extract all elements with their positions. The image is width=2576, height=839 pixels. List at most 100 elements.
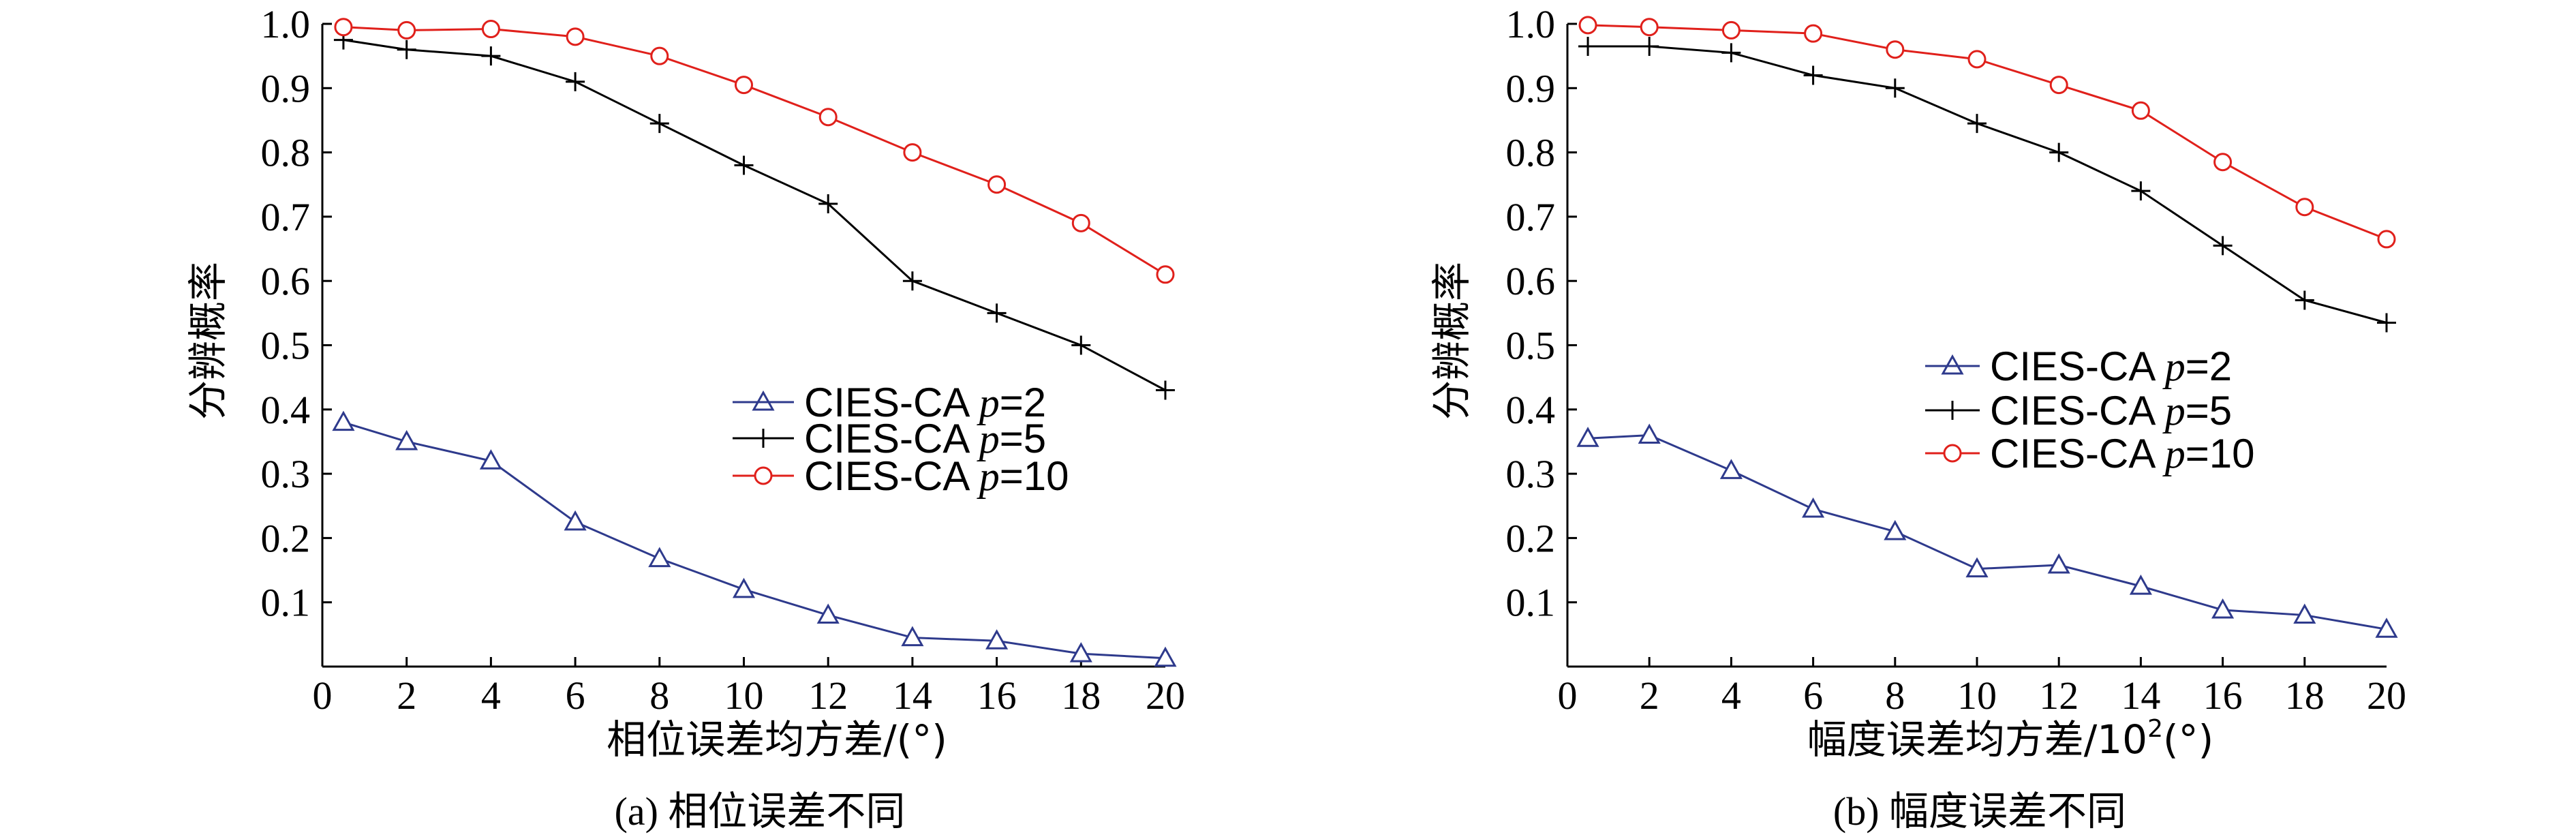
data-point-circle — [1886, 40, 1905, 59]
data-point-triangle — [816, 603, 840, 624]
data-point-triangle — [648, 547, 671, 568]
data-point-plus — [1803, 65, 1823, 85]
data-point-triangle — [332, 410, 355, 431]
data-point-circle — [1640, 18, 1659, 37]
legend-entry-p2: CIES-CA p=2 — [1925, 344, 2232, 389]
data-point-plus — [1967, 114, 1987, 134]
x-tick-label: 20 — [2367, 673, 2406, 718]
data-point-triangle — [901, 626, 924, 647]
data-point-triangle — [395, 429, 418, 451]
y-tick-labels: 0.1 0.2 0.3 0.4 0.5 0.6 0.7 0.8 0.9 1.0 — [261, 2, 332, 625]
legend-label-var: p — [977, 416, 1000, 461]
data-point-circle — [1721, 20, 1741, 40]
y-tick-label: 0.9 — [261, 66, 311, 110]
data-point-circle — [397, 20, 416, 40]
data-point-plus — [902, 271, 922, 291]
x-axis-label-main: 幅度误差均方差/10 — [1807, 716, 2147, 763]
data-point-plus — [397, 40, 416, 59]
data-point-plus — [2131, 181, 2151, 201]
legend-marker-circle — [1943, 444, 1962, 463]
data-point-triangle — [564, 510, 587, 531]
data-point-plus — [2377, 313, 2396, 333]
data-point-plus — [734, 155, 754, 175]
x-tick-label: 10 — [1957, 673, 1997, 718]
data-point-triangle — [1638, 423, 1661, 444]
legend-label-prefix: CIES-CA — [1990, 344, 2165, 389]
x-tick-label: 12 — [808, 673, 848, 718]
legend: CIES-CA p=2 CIES-CA p=5 CIES-CA p=10 — [1925, 344, 2255, 476]
legend-label-suffix: =2 — [2186, 344, 2232, 389]
data-point-triangle — [2293, 603, 2316, 624]
y-tick-label: 0.7 — [261, 195, 311, 239]
data-point-plus — [987, 303, 1007, 323]
legend-label-suffix: =2 — [1000, 380, 1046, 425]
x-tick-label: 8 — [1885, 673, 1905, 718]
x-tick-label: 20 — [1146, 673, 1185, 718]
x-tick-label: 0 — [1558, 673, 1578, 718]
data-point-circle — [1156, 265, 1175, 284]
legend-label-prefix: CIES-CA — [804, 453, 979, 499]
data-point-plus — [1721, 43, 1741, 63]
data-point-plus — [2295, 290, 2314, 310]
data-point-plus — [1885, 78, 1905, 98]
data-point-triangle — [1069, 642, 1092, 662]
y-tick-label: 0.1 — [261, 581, 311, 625]
data-point-triangle — [2129, 575, 2152, 595]
data-point-plus — [481, 46, 501, 66]
data-point-triangle — [2375, 617, 2398, 638]
data-point-plus — [1071, 335, 1091, 355]
legend-entry-p10: CIES-CA p=10 — [1925, 431, 2255, 476]
data-point-triangle — [1884, 519, 1907, 540]
legend-label-suffix: =10 — [2186, 431, 2255, 476]
x-axis-label-sup: 2 — [2147, 715, 2163, 743]
x-tick-labels: 0 2 4 6 8 10 12 14 16 18 20 — [313, 657, 1185, 718]
legend-marker-triangle — [1941, 354, 1964, 375]
y-tick-label: 0.8 — [261, 131, 311, 175]
legend-label-var: p — [2162, 431, 2186, 476]
data-point-circle — [818, 108, 838, 127]
data-point-triangle — [1802, 497, 1825, 518]
x-tick-label: 18 — [1061, 673, 1101, 718]
data-point-circle — [987, 175, 1007, 194]
x-tick-label: 6 — [566, 673, 585, 718]
legend-label-var: p — [977, 380, 1000, 425]
legend-label-prefix: CIES-CA — [804, 416, 979, 461]
data-point-circle — [2377, 230, 2396, 249]
series-line — [1587, 434, 2387, 630]
data-point-plus — [1578, 37, 1598, 57]
svg-text:CIES-CA p=2: CIES-CA p=2 — [804, 380, 1046, 425]
data-point-circle — [481, 20, 500, 39]
series-line — [1588, 24, 2387, 241]
x-tick-label: 14 — [893, 673, 932, 718]
data-point-circle — [2131, 101, 2150, 120]
data-point-triangle — [985, 629, 1009, 650]
data-point-circle — [735, 76, 753, 95]
y-axis-label: 分辨概率 — [1428, 262, 1475, 420]
series-line — [343, 39, 1166, 391]
y-tick-label: 0.2 — [1506, 516, 1556, 560]
data-point-circle — [2213, 153, 2233, 172]
legend-marker-triangle — [752, 390, 775, 411]
x-tick-label: 14 — [2121, 673, 2160, 718]
x-tick-label: 0 — [313, 673, 333, 718]
legend-label-suffix: =5 — [2186, 388, 2232, 433]
legend-marker-plus — [1943, 401, 1962, 420]
data-point-circle — [2049, 76, 2068, 95]
legend-label-prefix: CIES-CA — [1990, 431, 2165, 476]
x-axis-label: 相位误差均方差/(°) — [607, 716, 947, 763]
x-tick-label: 4 — [1721, 673, 1741, 718]
data-point-circle — [1071, 213, 1090, 232]
x-tick-label: 12 — [2039, 673, 2079, 718]
y-tick-label: 0.7 — [1506, 195, 1556, 239]
data-point-circle — [2295, 198, 2314, 217]
y-axis-label: 分辨概率 — [185, 262, 231, 420]
y-tick-labels: 0.1 0.2 0.3 0.4 0.5 0.6 0.7 0.8 0.9 1.0 — [1506, 2, 1577, 625]
y-tick-label: 0.6 — [261, 259, 311, 303]
data-point-plus — [818, 194, 838, 214]
x-tick-label: 4 — [481, 673, 501, 718]
caption-a: (a) 相位误差不同 — [615, 789, 906, 834]
data-point-circle — [1578, 16, 1597, 35]
data-point-triangle — [1719, 459, 1743, 479]
data-point-plus — [566, 72, 585, 91]
